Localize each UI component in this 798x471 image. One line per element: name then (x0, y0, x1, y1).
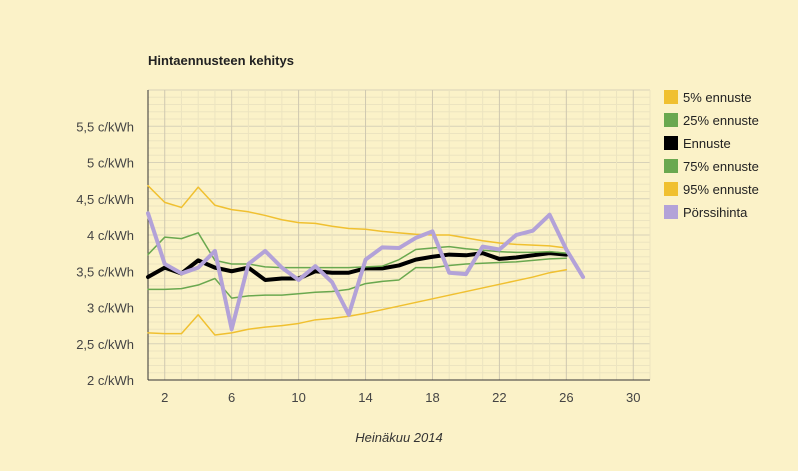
x-tick-label: 10 (291, 390, 305, 405)
legend-label: 75% ennuste (683, 159, 759, 174)
y-tick-label: 3 c/kWh (87, 301, 134, 316)
y-tick-label: 4 c/kWh (87, 228, 134, 243)
series-line-0 (147, 269, 568, 336)
chart-title: Hintaennusteen kehitys (148, 53, 294, 68)
x-tick-label: 18 (425, 390, 439, 405)
x-axis-label: Heinäkuu 2014 (355, 430, 442, 445)
series-layer (146, 184, 586, 336)
axes: 2 c/kWh 2,5 c/kWh 3 c/kWh 3,5 c/kWh 4 c/kWh 4… (76, 90, 650, 405)
legend-label: 95% ennuste (683, 182, 759, 197)
legend-swatch (664, 205, 678, 219)
y-tick-label: 2 c/kWh (87, 373, 134, 388)
x-tick-label: 26 (559, 390, 573, 405)
y-tick-label: 5,5 c/kWh (76, 119, 134, 134)
y-tick-label: 3,5 c/kWh (76, 264, 134, 279)
grid (147, 89, 651, 381)
x-tick-label: 14 (358, 390, 372, 405)
legend: 5% ennuste 25% ennuste Ennuste 75% ennuste 9… (664, 90, 759, 220)
legend-swatch (664, 113, 678, 127)
x-tick-label: 6 (228, 390, 235, 405)
legend-label: Ennuste (683, 136, 731, 151)
legend-label: 25% ennuste (683, 113, 759, 128)
legend-swatch (664, 182, 678, 196)
x-tick-label: 2 (161, 390, 168, 405)
legend-swatch (664, 90, 678, 104)
series-line-5 (146, 211, 586, 332)
y-tick-label: 5 c/kWh (87, 156, 134, 171)
x-tick-label: 30 (626, 390, 640, 405)
y-tick-label: 2,5 c/kWh (76, 337, 134, 352)
legend-label: 5% ennuste (683, 90, 752, 105)
series-line-4 (147, 184, 568, 249)
legend-swatch (664, 159, 678, 173)
legend-label: Pörssihinta (683, 205, 748, 220)
y-tick-label: 4,5 c/kWh (76, 192, 134, 207)
legend-swatch (664, 136, 678, 150)
x-tick-label: 22 (492, 390, 506, 405)
